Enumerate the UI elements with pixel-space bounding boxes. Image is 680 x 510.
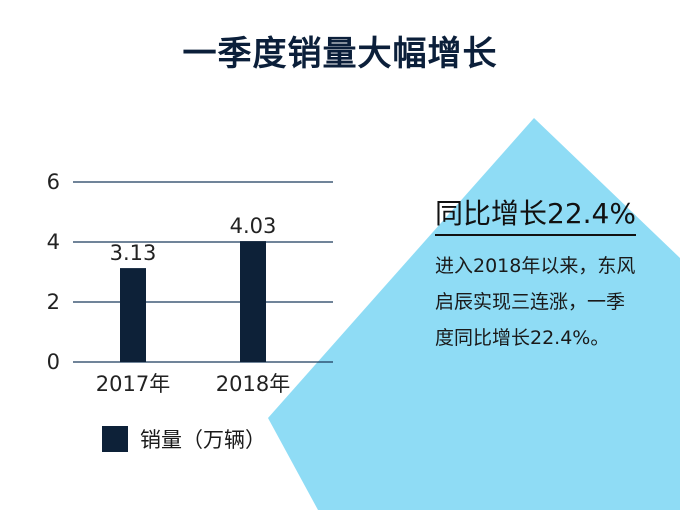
- arrow-shape: [268, 118, 680, 510]
- info-panel: 同比增长22.4% 进入2018年以来，东风启辰实现三连涨，一季度同比增长22.…: [435, 192, 675, 356]
- panel-body: 进入2018年以来，东风启辰实现三连涨，一季度同比增长22.4%。: [435, 255, 636, 349]
- category-label-0: 2017年: [96, 372, 170, 396]
- data-label-1: 4.03: [230, 214, 277, 238]
- data-labels: 3.13 4.03: [110, 214, 277, 265]
- category-labels: 2017年 2018年: [96, 372, 290, 396]
- panel-heading: 同比增长22.4%: [435, 192, 636, 236]
- data-label-0: 3.13: [110, 241, 157, 265]
- bar-1: [240, 241, 266, 362]
- y-tick-label-1: 2: [47, 290, 60, 314]
- chart-bars: [120, 241, 266, 362]
- bar-0: [120, 268, 146, 362]
- y-tick-label-2: 4: [47, 230, 60, 254]
- legend-swatch: [102, 426, 128, 452]
- y-tick-label-3: 6: [47, 170, 60, 194]
- y-tick-labels: 0 2 4 6: [47, 170, 60, 374]
- category-label-1: 2018年: [216, 372, 290, 396]
- chart-grid: [73, 181, 333, 363]
- y-tick-label-0: 0: [47, 350, 60, 374]
- legend-label: 销量（万辆）: [140, 428, 266, 452]
- page-title: 一季度销量大幅增长: [182, 34, 498, 74]
- legend: 销量（万辆）: [102, 424, 266, 454]
